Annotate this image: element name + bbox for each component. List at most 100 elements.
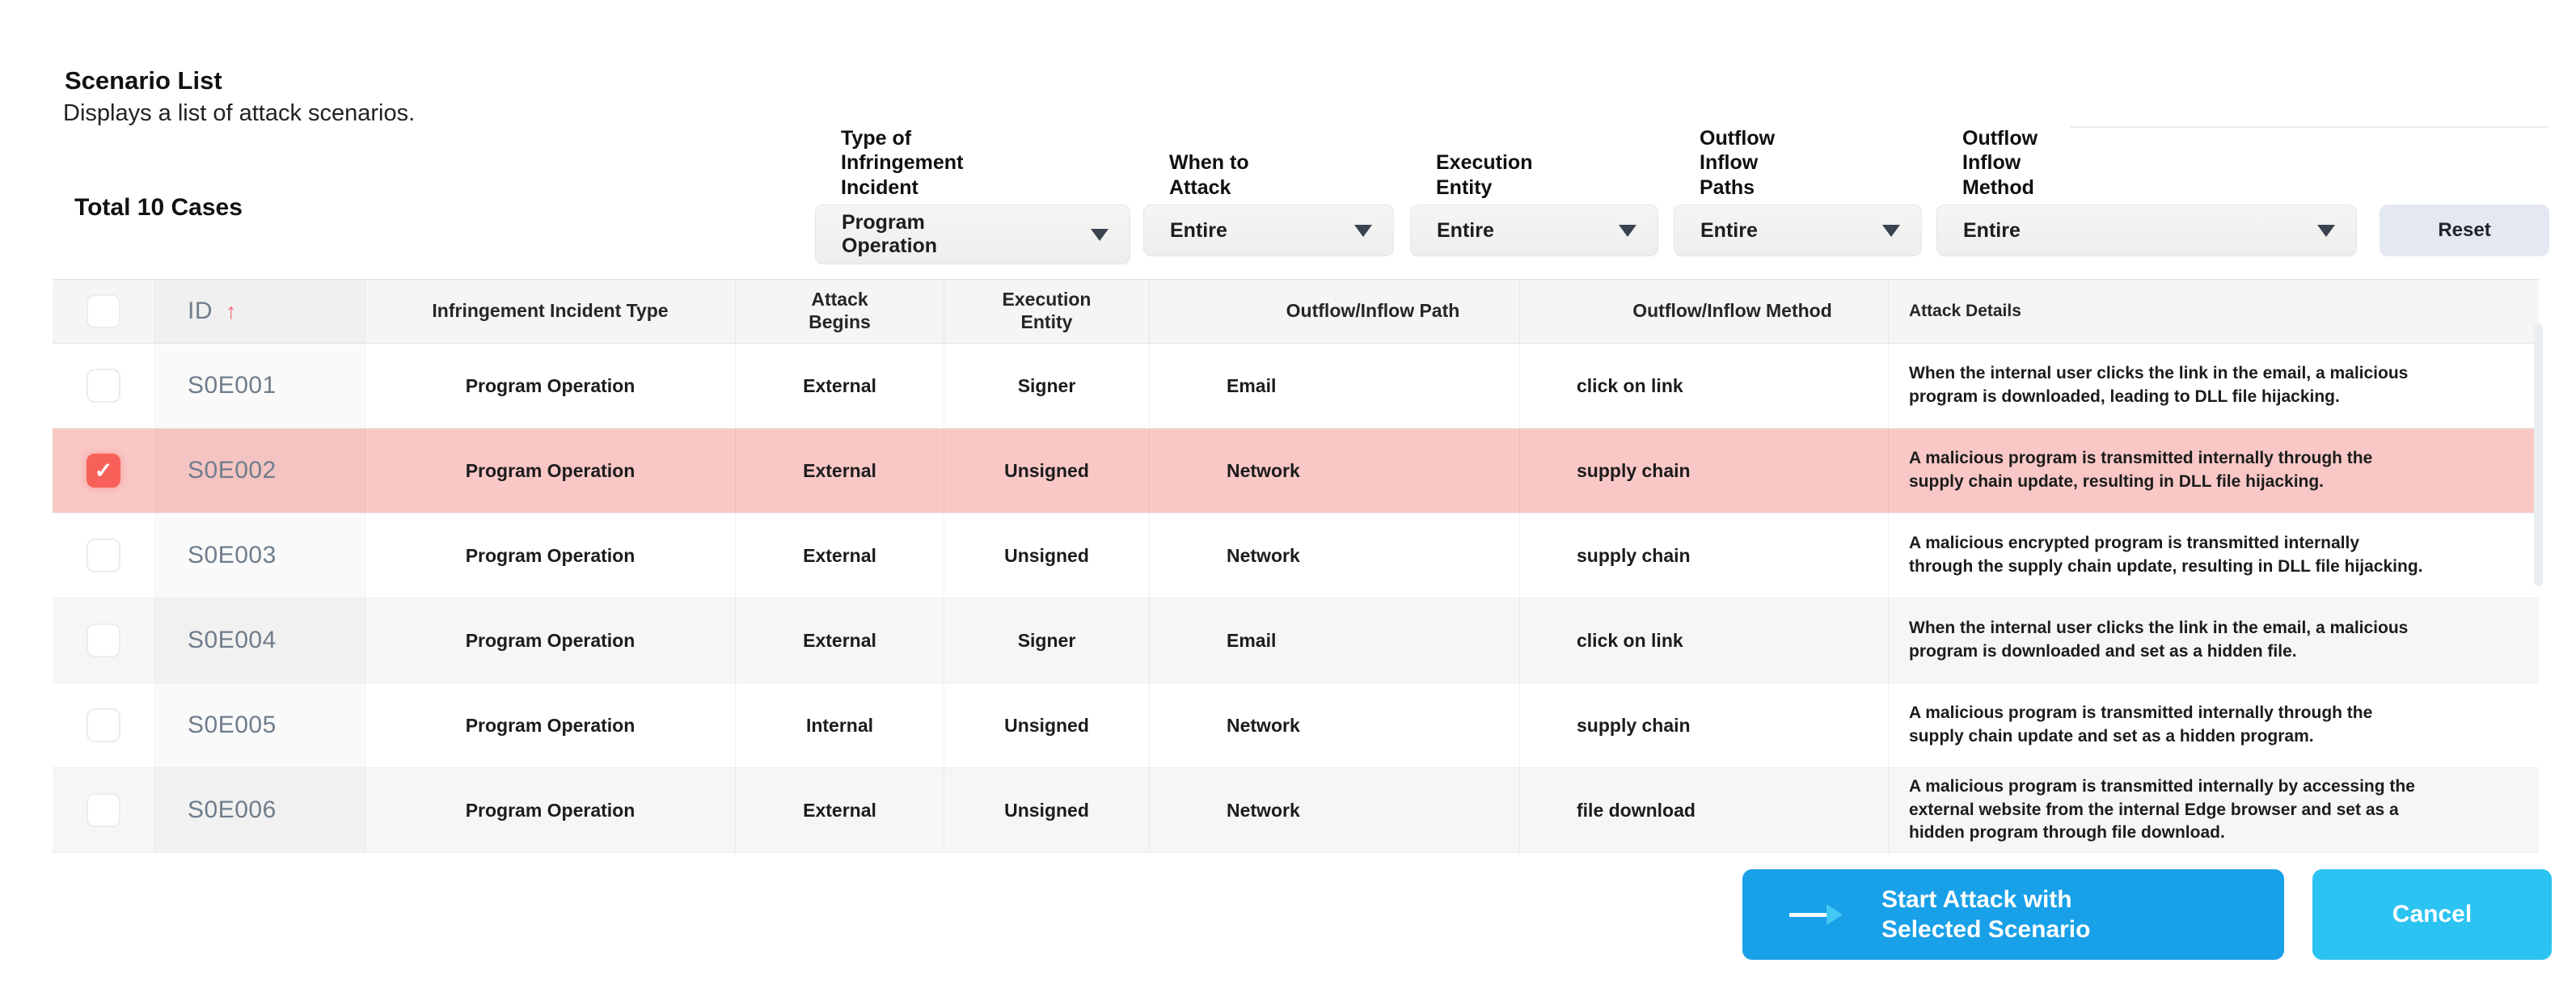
incident-type-cell: Program Operation (365, 344, 736, 428)
incident-type-cell: Program Operation (365, 513, 736, 598)
selected-value: Entire (1437, 218, 1494, 242)
filter-label: Outflow Inflow Method (1962, 126, 2038, 199)
scenario-id: S0E006 (155, 768, 365, 852)
caret-down-icon (1882, 225, 1900, 237)
selected-value: Program Operation (842, 211, 938, 257)
row-checkbox[interactable]: ✓ (87, 623, 120, 657)
checkmark-icon: ✓ (94, 458, 113, 483)
row-checkbox[interactable]: ✓ (87, 793, 120, 827)
attack-begins-cell: External (736, 513, 944, 598)
filter-execution-entity: Execution Entity Entire (1410, 125, 1658, 256)
path-cell: Network (1150, 513, 1520, 598)
execution-entity-cell: Unsigned (944, 683, 1150, 767)
method-cell: click on link (1520, 344, 1889, 428)
total-cases-label: Total 10 Cases (74, 194, 243, 221)
selected-value: Entire (1170, 218, 1227, 242)
caret-down-icon (1091, 229, 1109, 241)
column-header-execution-entity: Execution Entity (944, 280, 1150, 343)
filter-label: Outflow Inflow Paths (1700, 126, 1776, 199)
attack-details-cell: A malicious program is transmitted inter… (1909, 776, 2415, 843)
caret-down-icon (2317, 225, 2335, 237)
method-cell: supply chain (1520, 683, 1889, 767)
scenario-id: S0E002 (155, 429, 365, 513)
attack-begins-cell: External (736, 344, 944, 428)
method-cell: click on link (1520, 598, 1889, 682)
incident-type-cell: Program Operation (365, 429, 736, 513)
selected-value: Entire (1963, 218, 2021, 242)
when-to-attack-select[interactable]: Entire (1143, 205, 1394, 256)
table-row[interactable]: ✓ S0E005 Program Operation Internal Unsi… (53, 683, 2539, 768)
filter-outflow-inflow-paths: Outflow Inflow Paths Entire (1674, 125, 1922, 256)
attack-details-cell: When the internal user clicks the link i… (1909, 619, 2409, 661)
filter-when-to-attack: When to Attack Entire (1143, 125, 1394, 256)
row-checkbox[interactable]: ✓ (87, 454, 120, 488)
caret-down-icon (1354, 225, 1372, 237)
column-header-incident-type: Infringement Incident Type (365, 280, 736, 343)
table-row[interactable]: ✓ S0E004 Program Operation External Sign… (53, 598, 2539, 683)
attack-begins-cell: Internal (736, 683, 944, 767)
select-all-checkbox[interactable] (87, 294, 120, 328)
attack-details-cell: A malicious encrypted program is transmi… (1909, 534, 2423, 576)
column-header-id[interactable]: ID ↑ (155, 280, 365, 343)
attack-details-cell: When the internal user clicks the link i… (1909, 364, 2409, 406)
path-cell: Email (1150, 344, 1520, 428)
attack-begins-cell: External (736, 429, 944, 513)
outflow-inflow-method-select[interactable]: Entire (1936, 205, 2357, 256)
execution-entity-cell: Signer (944, 598, 1150, 682)
column-header-method: Outflow/Inflow Method (1520, 280, 1889, 343)
attack-details-cell: A malicious program is transmitted inter… (1909, 449, 2373, 491)
start-attack-label: Start Attack with Selected Scenario (1881, 885, 2091, 944)
row-checkbox[interactable]: ✓ (87, 539, 120, 572)
row-checkbox[interactable]: ✓ (87, 369, 120, 403)
selected-value: Entire (1700, 218, 1758, 242)
column-header-details: Attack Details (1909, 301, 2021, 320)
filter-infringement-type: Type of Infringement Incident Program Op… (815, 125, 1130, 264)
table-row[interactable]: ✓ S0E006 Program Operation External Unsi… (53, 768, 2539, 853)
execution-entity-cell: Unsigned (944, 768, 1150, 852)
column-header-path: Outflow/Inflow Path (1150, 280, 1520, 343)
infringement-type-select[interactable]: Program Operation (815, 205, 1130, 264)
incident-type-cell: Program Operation (365, 683, 736, 767)
path-cell: Network (1150, 768, 1520, 852)
path-cell: Network (1150, 683, 1520, 767)
scenario-id: S0E004 (155, 598, 365, 682)
column-header-attack-begins: Attack Begins (736, 280, 944, 343)
row-checkbox[interactable]: ✓ (87, 708, 120, 742)
method-cell: file download (1520, 768, 1889, 852)
execution-entity-cell: Unsigned (944, 513, 1150, 598)
method-cell: supply chain (1520, 513, 1889, 598)
attack-begins-cell: External (736, 598, 944, 682)
sort-ascending-icon: ↑ (226, 298, 237, 323)
scenario-table: ID ↑ Infringement Incident Type Attack B… (53, 279, 2539, 853)
cancel-button[interactable]: Cancel (2312, 869, 2552, 960)
scenario-id: S0E003 (155, 513, 365, 598)
filter-label: Execution Entity (1436, 151, 1533, 199)
panel-divider (2070, 126, 2549, 128)
table-row[interactable]: ✓ S0E002 Program Operation External Unsi… (53, 429, 2539, 513)
method-cell: supply chain (1520, 429, 1889, 513)
table-scrollbar-thumb[interactable] (2534, 323, 2543, 586)
filter-label: Type of Infringement Incident (841, 126, 964, 199)
arrow-right-icon (1789, 903, 1843, 925)
path-cell: Network (1150, 429, 1520, 513)
table-row[interactable]: ✓ S0E003 Program Operation External Unsi… (53, 513, 2539, 598)
page-title: Scenario List (65, 66, 222, 95)
filter-label: When to Attack (1169, 151, 1249, 199)
reset-button[interactable]: Reset (2380, 205, 2549, 256)
execution-entity-cell: Unsigned (944, 429, 1150, 513)
page-subtitle: Displays a list of attack scenarios. (63, 100, 416, 126)
caret-down-icon (1619, 225, 1636, 237)
incident-type-cell: Program Operation (365, 598, 736, 682)
attack-details-cell: A malicious program is transmitted inter… (1909, 703, 2373, 746)
attack-begins-cell: External (736, 768, 944, 852)
execution-entity-cell: Signer (944, 344, 1150, 428)
scenario-id: S0E001 (155, 344, 365, 428)
table-row[interactable]: ✓ S0E001 Program Operation External Sign… (53, 344, 2539, 429)
path-cell: Email (1150, 598, 1520, 682)
header-checkbox-cell (53, 280, 155, 343)
outflow-inflow-paths-select[interactable]: Entire (1674, 205, 1922, 256)
execution-entity-select[interactable]: Entire (1410, 205, 1658, 256)
table-header-row: ID ↑ Infringement Incident Type Attack B… (53, 279, 2539, 344)
start-attack-button[interactable]: Start Attack with Selected Scenario (1742, 869, 2284, 960)
